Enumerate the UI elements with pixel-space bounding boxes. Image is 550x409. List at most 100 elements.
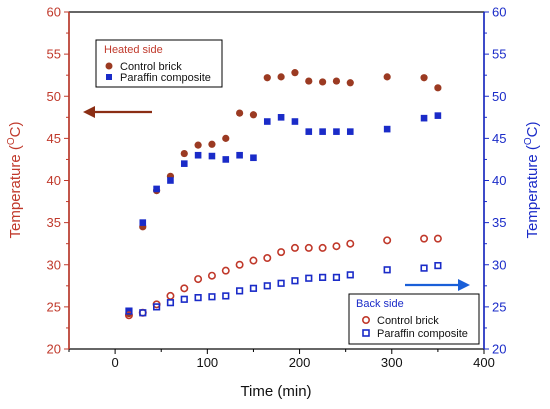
heated-side-paraffin-composite-point <box>434 112 442 119</box>
x-tick-label: 100 <box>196 355 218 370</box>
back-side-control-brick-point <box>221 266 230 275</box>
back-side-control-brick-point <box>194 275 203 284</box>
heated-side-paraffin-composite-point <box>346 128 354 135</box>
back-side-paraffin-composite-point <box>139 309 147 317</box>
back-side-paraffin-composite-point <box>180 295 188 303</box>
y-tick-label-left: 30 <box>47 257 61 272</box>
legend-heated-control-label: Control brick <box>120 61 182 73</box>
back-side-control-brick-point <box>433 234 442 243</box>
heated-side-control-brick-point <box>236 109 244 117</box>
heated-side-control-brick-point <box>319 78 327 86</box>
heated-side-paraffin-composite-point <box>167 177 174 184</box>
back-side-paraffin-composite-point <box>125 307 133 315</box>
heated-side-paraffin-composite-point <box>236 151 243 159</box>
arrow-back-head <box>458 279 470 291</box>
heated-side-control-brick-point <box>263 74 271 82</box>
y-tick-label-left: 60 <box>47 5 61 20</box>
heated-side-control-brick-point <box>420 74 428 82</box>
y-tick-label-left: 55 <box>47 47 61 62</box>
back-side-control-brick-point <box>277 248 286 257</box>
back-side-control-brick-point <box>290 243 299 252</box>
legend-back-paraffin-marker <box>362 329 370 337</box>
heated-side-paraffin-composite-point <box>222 156 230 163</box>
y-tick-label-left: 35 <box>47 215 61 230</box>
y-tick-label-right: 35 <box>492 215 506 230</box>
legend-heated-box <box>95 39 223 88</box>
y-tick-label-left: 25 <box>47 299 61 314</box>
legend-back-control-label: Control brick <box>377 315 439 327</box>
x-axis-title: Time (min) <box>240 383 311 400</box>
arrow-heated-side <box>83 106 152 118</box>
heated-side-control-brick-point <box>383 73 391 81</box>
x-tick-label: 200 <box>289 355 311 370</box>
y-tick-label-right: 50 <box>492 89 506 104</box>
back-side-paraffin-composite-point <box>194 294 202 302</box>
back-side-control-brick-point <box>346 239 355 248</box>
back-side-control-brick-point <box>207 271 216 280</box>
back-side-paraffin-composite-point <box>291 277 299 285</box>
y-tick-label-left: 20 <box>47 342 61 357</box>
heated-side-paraffin-composite-point <box>420 114 428 122</box>
heated-side-paraffin-composite-point <box>208 152 216 160</box>
y-axis-title-right: Temperature (OC) <box>523 122 541 239</box>
legend-heated-title: Heated side <box>104 44 163 56</box>
back-side-control-brick-point <box>332 242 341 251</box>
y-tick-label-left: 50 <box>47 89 61 104</box>
back-side-paraffin-composite-point <box>277 279 285 287</box>
heated-side-paraffin-composite-point <box>333 128 340 135</box>
back-side-control-brick-point <box>304 243 313 252</box>
back-side-paraffin-composite-point <box>434 261 442 270</box>
heated-side-paraffin-composite-point <box>319 128 326 135</box>
heated-side-control-brick-point <box>249 111 258 119</box>
back-side-paraffin-composite-point <box>420 264 428 272</box>
heated-side-control-brick-point <box>277 73 285 81</box>
back-side-control-brick-point <box>383 236 392 245</box>
heated-side-control-brick-point <box>194 141 202 149</box>
heated-side-paraffin-composite-point <box>153 185 160 193</box>
heated-side-paraffin-composite-point <box>139 219 147 226</box>
back-side-paraffin-composite-point <box>166 299 175 307</box>
back-side-control-brick-point <box>166 291 175 300</box>
legend-back-title: Back side <box>356 298 404 310</box>
heated-side-paraffin-composite-point <box>250 154 257 162</box>
heated-side-paraffin-composite-point <box>277 114 285 121</box>
legend-heated-control-marker <box>105 62 113 70</box>
back-side-control-brick-point <box>249 256 258 265</box>
back-side-paraffin-composite-point <box>263 282 271 290</box>
y-tick-label-right: 55 <box>492 47 506 62</box>
back-side-control-brick-point <box>263 254 272 263</box>
heated-side-control-brick-point <box>346 79 354 87</box>
y-tick-label-right: 60 <box>492 5 506 20</box>
back-side-paraffin-composite-point <box>319 273 327 281</box>
arrow-back-side <box>405 279 470 291</box>
heated-side-paraffin-composite-point <box>263 118 271 125</box>
back-side-paraffin-composite-point <box>208 293 216 301</box>
back-side-control-brick-point <box>180 284 189 293</box>
x-tick-label: 300 <box>381 355 403 370</box>
heated-side-control-brick-point <box>291 69 299 77</box>
y-tick-label-right: 45 <box>492 131 506 146</box>
back-side-paraffin-composite-point <box>305 274 313 282</box>
legend-heated-side: Heated side Control brick Paraffin compo… <box>95 39 223 88</box>
back-side-paraffin-composite-point <box>153 303 161 311</box>
heated-side-paraffin-composite-point <box>180 160 188 167</box>
heated-side-paraffin-composite-point <box>305 128 313 135</box>
y-tick-label-left: 40 <box>47 173 61 188</box>
heated-side-paraffin-composite-point <box>125 307 133 315</box>
y-tick-label-right: 40 <box>492 173 506 188</box>
arrow-heated-head <box>83 106 95 118</box>
heated-side-paraffin-composite-point <box>383 125 391 133</box>
heated-side-control-brick-point <box>305 77 313 85</box>
back-side-paraffin-composite-point <box>383 266 391 274</box>
back-side-paraffin-composite-point <box>222 292 230 300</box>
back-side-control-brick-point <box>235 260 244 269</box>
back-side-control-brick-point <box>318 243 327 252</box>
y-tick-label-left: 45 <box>47 131 61 146</box>
legend-heated-paraffin-label: Paraffin composite <box>120 72 211 84</box>
y-tick-label-right: 30 <box>492 257 506 272</box>
heated-side-control-brick-point <box>434 84 442 92</box>
back-side-paraffin-composite-point <box>236 287 244 295</box>
x-tick-label: 400 <box>473 355 495 370</box>
back-side-paraffin-composite-point <box>249 284 258 292</box>
